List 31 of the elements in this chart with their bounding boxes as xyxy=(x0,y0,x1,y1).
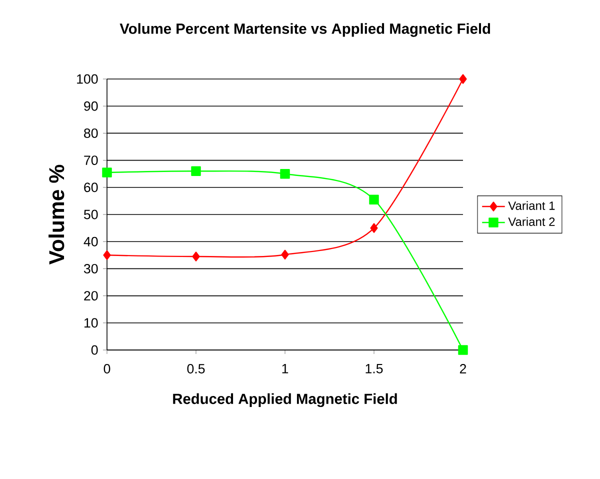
y-tick-label: 20 xyxy=(84,291,98,301)
point xyxy=(369,194,379,204)
x-tick-label: 0.5 xyxy=(187,364,205,374)
y-tick-label: 40 xyxy=(84,236,98,246)
x-tick-label: 2 xyxy=(460,364,466,374)
y-tick-label: 60 xyxy=(84,182,98,192)
point xyxy=(103,250,111,260)
point xyxy=(192,252,200,262)
point xyxy=(280,168,290,179)
y-tick-label: 70 xyxy=(84,156,98,166)
y-tick-label: 80 xyxy=(84,128,98,138)
y-axis-title: Volume % xyxy=(48,164,64,265)
point xyxy=(458,345,468,355)
y-tick-label: 0 xyxy=(91,345,98,355)
x-tick-label: 1 xyxy=(282,364,288,374)
y-tick-label: 50 xyxy=(84,210,98,220)
point xyxy=(459,74,467,84)
legend-label: Variant 2 xyxy=(508,217,555,226)
y-tick-label: 10 xyxy=(84,318,98,328)
point xyxy=(191,166,201,176)
y-tick-label: 100 xyxy=(77,74,98,84)
x-tick-label: 1.5 xyxy=(366,364,383,374)
point xyxy=(102,168,112,178)
legend-label: Variant 1 xyxy=(508,201,555,210)
point xyxy=(281,250,289,260)
y-tick-label: 30 xyxy=(84,264,98,274)
chart-title: Volume Percent Martensite vs Applied Magnetic Field xyxy=(120,23,490,37)
x-tick-label: 0 xyxy=(104,364,110,374)
x-axis-title: Reduced Applied Magnetic Field xyxy=(173,393,397,408)
point xyxy=(370,223,378,233)
y-tick-label: 90 xyxy=(84,101,98,111)
